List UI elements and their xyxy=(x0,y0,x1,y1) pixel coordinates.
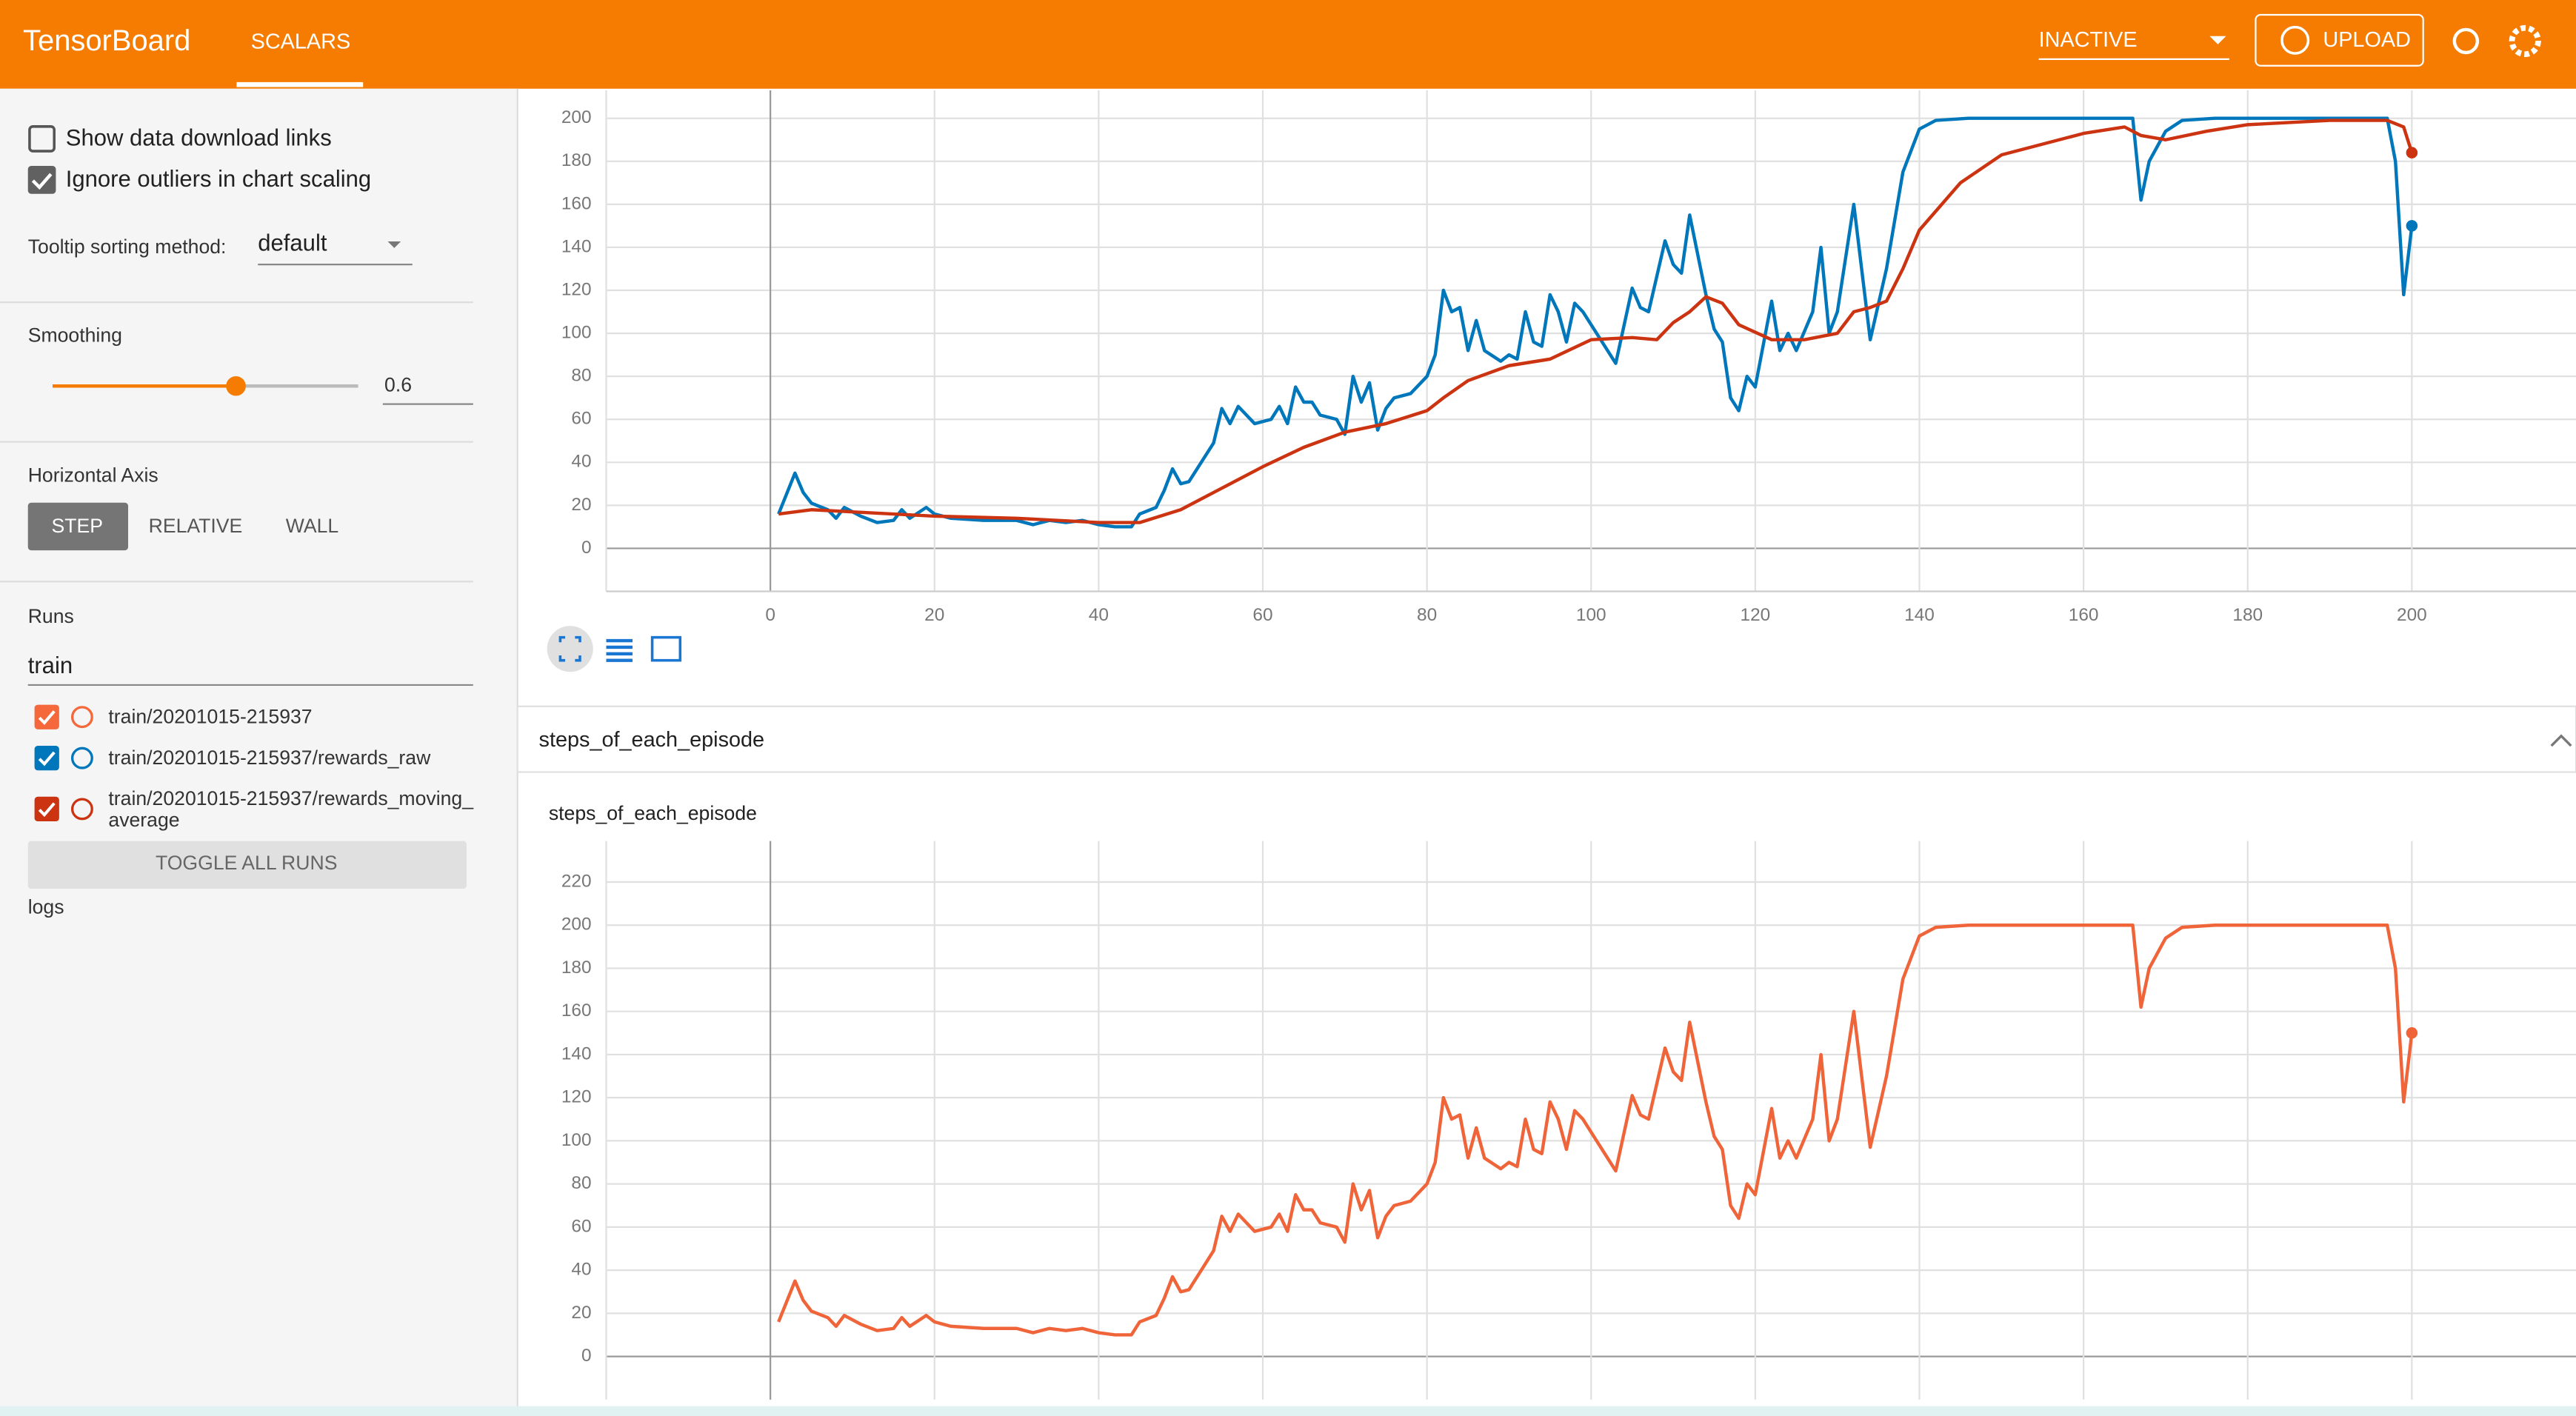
smoothing-label: Smoothing xyxy=(28,324,122,347)
checkbox-label: Show data download links xyxy=(66,125,332,151)
axis-option[interactable]: RELATIVE xyxy=(149,515,243,537)
runs-label: Runs xyxy=(28,605,74,627)
run-label: average xyxy=(108,809,179,831)
run-checkbox[interactable] xyxy=(34,796,59,822)
run-radio[interactable] xyxy=(70,798,93,821)
bottom-strip xyxy=(0,1406,2576,1416)
logs-label: logs xyxy=(28,896,64,918)
x-tick-label: 20 xyxy=(924,605,944,625)
toggle-label: TOGGLE ALL RUNS xyxy=(156,852,338,874)
y-tick-label: 20 xyxy=(571,1303,591,1323)
smoothing-value[interactable]: 0.6 xyxy=(384,373,412,395)
x-tick-label: 0 xyxy=(765,605,775,625)
x-tick-label: 60 xyxy=(1252,605,1272,625)
run-checkbox[interactable] xyxy=(34,704,59,729)
y-tick-label: 0 xyxy=(581,538,592,558)
run-label: train/20201015-215937 xyxy=(108,705,312,727)
y-tick-label: 180 xyxy=(561,150,592,170)
section-header[interactable] xyxy=(516,705,2576,773)
checkbox-label: Ignore outliers in chart scaling xyxy=(66,166,371,192)
y-tick-label: 40 xyxy=(571,1260,591,1280)
series-line xyxy=(778,118,2414,524)
run-radio[interactable] xyxy=(70,747,93,769)
toggle-button[interactable] xyxy=(27,841,467,889)
run-checkbox[interactable] xyxy=(34,746,59,771)
sidebar xyxy=(0,88,518,1416)
y-tick-label: 60 xyxy=(571,409,591,429)
y-tick-label: 220 xyxy=(561,871,592,891)
y-tick-label: 200 xyxy=(561,915,592,935)
slider-knob[interactable] xyxy=(226,375,246,396)
series-line xyxy=(777,116,2414,529)
y-tick-label: 80 xyxy=(571,366,591,386)
header-bar xyxy=(0,0,2576,89)
upload-label: UPLOAD xyxy=(2323,28,2411,52)
y-tick-label: 140 xyxy=(561,1043,592,1063)
reload-icon[interactable] xyxy=(2452,27,2480,55)
check-mark xyxy=(31,173,53,190)
y-tick-label: 60 xyxy=(571,1216,591,1236)
fit-domain-button[interactable] xyxy=(650,635,682,662)
tab-indicator xyxy=(236,81,364,87)
run-label: train/20201015-215937/rewards_raw xyxy=(108,747,431,769)
axis-option[interactable]: STEP xyxy=(52,515,104,537)
y-tick-label: 100 xyxy=(561,1130,592,1150)
check-marks xyxy=(38,710,56,818)
y-tick-label: 80 xyxy=(571,1173,591,1193)
y-tick-label: 200 xyxy=(561,107,592,127)
x-tick-label: 80 xyxy=(1417,605,1437,625)
settings-icon[interactable] xyxy=(2509,24,2541,58)
x-tick-label: 160 xyxy=(2069,605,2099,625)
series-line xyxy=(777,924,2414,1337)
run-radio[interactable] xyxy=(70,706,93,729)
y-tick-label: 0 xyxy=(581,1346,592,1366)
log-scale-button[interactable] xyxy=(606,638,633,662)
select-arrow xyxy=(2209,36,2226,44)
status-select[interactable]: INACTIVE xyxy=(2039,28,2138,52)
fullscreen-icon xyxy=(558,635,581,662)
y-tick-label: 180 xyxy=(561,958,592,978)
y-tick-label: 40 xyxy=(571,452,591,472)
end-point xyxy=(2406,1027,2418,1039)
x-tick-label: 200 xyxy=(2397,605,2427,625)
app-title: TensorBoard xyxy=(23,24,190,57)
axis-label: Horizontal Axis xyxy=(28,464,159,486)
y-tick-label: 20 xyxy=(571,495,591,515)
tooltip-label: Tooltip sorting method: xyxy=(28,236,227,258)
y-tick-label: 120 xyxy=(561,1087,592,1107)
y-tick-label: 160 xyxy=(561,193,592,213)
end-point xyxy=(2406,147,2418,158)
section-title: steps_of_each_episode xyxy=(539,728,765,752)
end-point xyxy=(2406,220,2418,232)
axis-button-active[interactable] xyxy=(27,502,129,551)
collapse-icon[interactable] xyxy=(2550,734,2572,747)
fullscreen-button[interactable] xyxy=(547,626,593,672)
x-tick-label: 140 xyxy=(1904,605,1935,625)
chart-title: steps_of_each_episode xyxy=(549,802,757,824)
chart: 0 20 40 60 80 100 120 140 160 180 200 0 20 40 60 80 100 1… xyxy=(561,90,2576,625)
upload-icon xyxy=(2280,25,2310,55)
checkbox[interactable] xyxy=(28,125,56,153)
runs-filter[interactable]: train xyxy=(28,652,73,678)
checkbox[interactable] xyxy=(27,166,56,194)
y-tick-label: 100 xyxy=(561,323,592,343)
y-tick-label: 120 xyxy=(561,279,592,299)
x-tick-label: 100 xyxy=(1576,605,1606,625)
x-tick-label: 180 xyxy=(2232,605,2263,625)
chart: 0 20 40 60 80 100 120 140 160 180 200 220 xyxy=(561,841,2576,1400)
y-tick-label: 140 xyxy=(561,236,592,256)
tooltip-select[interactable]: default xyxy=(258,230,327,256)
x-tick-label: 120 xyxy=(1741,605,1771,625)
run-label: train/20201015-215937/rewards_moving_ xyxy=(108,787,474,809)
select-arrow xyxy=(387,241,401,248)
tab-scalars[interactable]: SCALARS xyxy=(251,30,351,53)
axis-option[interactable]: WALL xyxy=(286,515,338,537)
y-tick-label: 160 xyxy=(561,1001,592,1021)
upload-button[interactable] xyxy=(2255,13,2424,67)
x-tick-label: 40 xyxy=(1089,605,1109,625)
